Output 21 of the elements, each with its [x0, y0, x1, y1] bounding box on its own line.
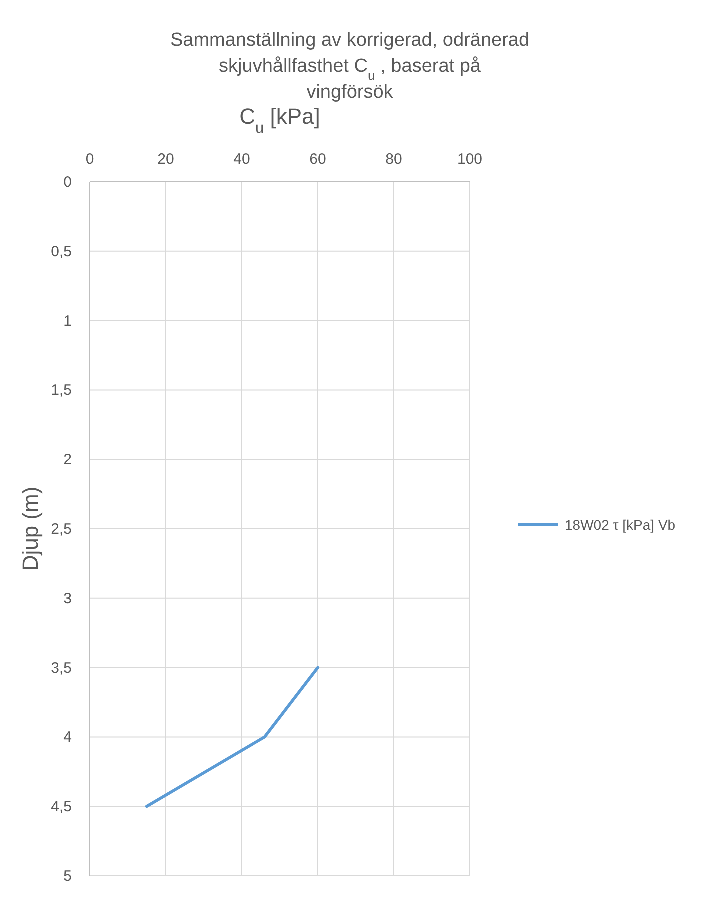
y-tick-label: 4,5	[51, 798, 72, 816]
x-tick-label: 40	[234, 151, 250, 168]
chart-title: Sammanställning av korrigerad, odränerad skjuvhållfasthet C$_{u}$ , baserat på vingförsök	[170, 30, 530, 103]
x-tick-label: 20	[158, 151, 174, 168]
y-tick-label: 2	[64, 452, 72, 469]
y-tick-label: 1,5	[51, 382, 72, 400]
y-tick-label: 5	[64, 868, 72, 885]
legend-label: 18W02 τ [kPa] Vb	[565, 517, 676, 533]
y-tick-label: 4	[64, 729, 72, 746]
y-tick-label: 0	[64, 174, 72, 191]
y-tick-label: 1	[64, 312, 72, 330]
y-tick-label: 2,5	[51, 521, 72, 538]
x-tick-label: 100	[457, 151, 483, 168]
x-tick-label: 80	[386, 151, 402, 168]
x-tick-label: 0	[86, 151, 94, 168]
y-tick-label: 0,5	[51, 243, 72, 260]
y-axis-title: Djup (m)	[18, 486, 43, 572]
x-tick-label: 60	[310, 151, 326, 168]
y-tick-label: 3,5	[51, 660, 72, 677]
y-tick-label: 3	[64, 590, 72, 608]
x-axis-title: C$_{u}$ [kPa]	[240, 104, 320, 136]
